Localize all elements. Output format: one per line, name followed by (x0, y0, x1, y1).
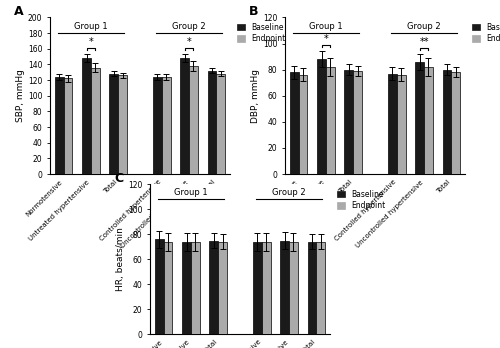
Text: Group 2: Group 2 (172, 22, 206, 31)
Legend: Baseline, Endpoint: Baseline, Endpoint (470, 21, 500, 45)
Text: Group 1: Group 1 (74, 22, 108, 31)
Text: Group 2: Group 2 (408, 22, 441, 31)
Bar (110, 74, 118, 174)
Text: *: * (88, 37, 94, 47)
Bar (82, 58, 91, 174)
Bar (64, 79, 72, 174)
Text: *: * (186, 37, 192, 47)
Bar (180, 58, 189, 174)
Bar (308, 242, 316, 334)
Text: A: A (14, 5, 24, 18)
Bar (290, 72, 298, 174)
Bar (191, 242, 200, 334)
Legend: Baseline, Endpoint: Baseline, Endpoint (236, 21, 286, 45)
Bar (91, 68, 100, 174)
Bar (388, 73, 397, 174)
Text: C: C (114, 173, 123, 185)
Bar (344, 70, 353, 174)
Bar (210, 240, 218, 334)
Bar (353, 71, 362, 174)
Text: *: * (324, 34, 328, 44)
Bar (164, 242, 172, 334)
Bar (280, 240, 289, 334)
Text: **: ** (420, 37, 429, 47)
Y-axis label: SBP, mmHg: SBP, mmHg (16, 69, 25, 122)
Bar (397, 75, 406, 174)
Bar (316, 242, 325, 334)
Bar (153, 77, 162, 174)
Text: Group 1: Group 1 (174, 188, 208, 197)
Bar (218, 242, 227, 334)
Legend: Baseline, Endpoint: Baseline, Endpoint (336, 188, 386, 212)
Bar (298, 75, 308, 174)
Bar (289, 242, 298, 334)
Bar (189, 66, 198, 174)
Bar (118, 76, 127, 174)
Bar (162, 77, 170, 174)
Y-axis label: DBP, mmHg: DBP, mmHg (251, 69, 260, 123)
Bar (424, 67, 433, 174)
Bar (216, 74, 225, 174)
Text: Group 2: Group 2 (272, 188, 306, 197)
Bar (416, 62, 424, 174)
Bar (208, 71, 216, 174)
Bar (442, 70, 452, 174)
Bar (55, 77, 64, 174)
Bar (155, 239, 164, 334)
Bar (182, 242, 191, 334)
Bar (317, 59, 326, 174)
Bar (452, 72, 460, 174)
Bar (262, 242, 270, 334)
Text: Group 1: Group 1 (309, 22, 342, 31)
Text: B: B (249, 5, 258, 18)
Bar (326, 67, 334, 174)
Bar (253, 242, 262, 334)
Y-axis label: HR, beats/min: HR, beats/min (116, 227, 125, 291)
